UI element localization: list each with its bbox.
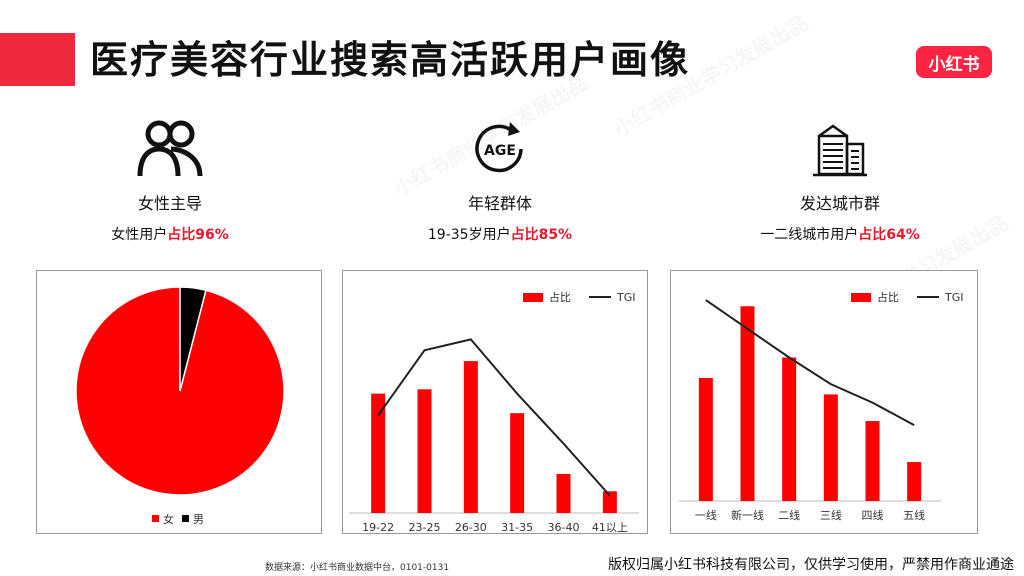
x-tick-label: 23-25 [409, 521, 441, 533]
age-chart-panel: 19-22 23-25 26-30 31-35 36-40 41以上 占比 TGI [342, 270, 648, 534]
age-icon-text: AGE [484, 143, 516, 159]
data-source-note: 数据来源：小红书商业数据中台，0101-0131 [265, 563, 450, 573]
bar-19-22 [371, 393, 386, 513]
legend-label: 男 [193, 513, 204, 526]
pie-slice-男 [179, 286, 207, 392]
feature-stat: 19-35岁用户占比85% [427, 227, 573, 243]
bar-二线 [782, 357, 797, 501]
feature-name: 发达城市群 [799, 194, 880, 213]
gender-pie-chart: 女男 [75, 286, 285, 526]
feature-stat: 一二线城市用户占比64% [760, 227, 920, 243]
legend-label: TGI [616, 291, 636, 304]
feature-female: 女性主导 女性用户占比96% [50, 118, 290, 244]
feature-name: 女性主导 [137, 194, 202, 213]
bar-四线 [865, 421, 880, 501]
copyright-note: 版权归属小红书科技有限公司，仅供学习使用，严禁用作商业通途 [608, 557, 1014, 573]
x-tick-label: 三线 [820, 508, 842, 522]
pie-slice-女 [75, 286, 285, 496]
x-tick-label: 新一线 [731, 508, 764, 522]
x-tick-label: 41以上 [592, 521, 628, 533]
legend-label: 女 [163, 512, 174, 526]
legend-label: 占比 [877, 290, 899, 304]
feature-stat: 女性用户占比96% [111, 227, 229, 243]
city-bar-chart: 一线 新一线 二线 三线 四线 五线 占比 TGI [679, 290, 964, 522]
feature-city: 发达城市群 一二线城市用户占比64% [720, 118, 960, 244]
legend-swatch-bar [851, 293, 871, 302]
x-tick-label: 一线 [695, 508, 717, 522]
x-tick-label: 36-40 [548, 521, 580, 533]
bar-36-40 [556, 473, 571, 513]
tgi-line [705, 299, 915, 427]
x-tick-label: 31-35 [501, 521, 533, 533]
legend-swatch-bar [523, 293, 543, 302]
x-tick-label: 19-22 [362, 521, 394, 533]
x-tick-label: 五线 [903, 508, 925, 522]
age-icon: AGE [380, 118, 620, 180]
legend-label: 占比 [549, 290, 571, 304]
brand-logo: 小红书 [916, 46, 992, 78]
bar-一线 [698, 378, 713, 501]
bar-41以上 [602, 491, 617, 513]
bar-五线 [907, 462, 922, 501]
gender-pie-panel: 女男 [36, 270, 322, 534]
age-bar-chart: 19-22 23-25 26-30 31-35 36-40 41以上 占比 TGI [349, 290, 639, 534]
title-accent-bar [0, 33, 75, 86]
bar-31-35 [510, 413, 525, 513]
feature-name: 年轻群体 [467, 194, 532, 213]
city-chart-panel: 一线 新一线 二线 三线 四线 五线 占比 TGI [670, 270, 978, 534]
legend-swatch [182, 515, 189, 522]
feature-young: AGE 年轻群体 19-35岁用户占比85% [380, 118, 620, 244]
legend-swatch [152, 515, 159, 522]
bar-26-30 [463, 361, 478, 513]
bar-三线 [823, 394, 838, 501]
x-tick-label: 二线 [778, 508, 800, 522]
legend-label: TGI [944, 291, 964, 304]
bar-23-25 [417, 389, 432, 513]
page-title: 医疗美容行业搜索高活跃用户画像 [90, 38, 691, 82]
people-icon [50, 118, 290, 180]
buildings-icon [720, 118, 960, 180]
tgi-line [377, 338, 611, 497]
bar-新一线 [740, 306, 755, 501]
x-tick-label: 四线 [862, 508, 884, 522]
x-tick-label: 26-30 [455, 521, 487, 533]
